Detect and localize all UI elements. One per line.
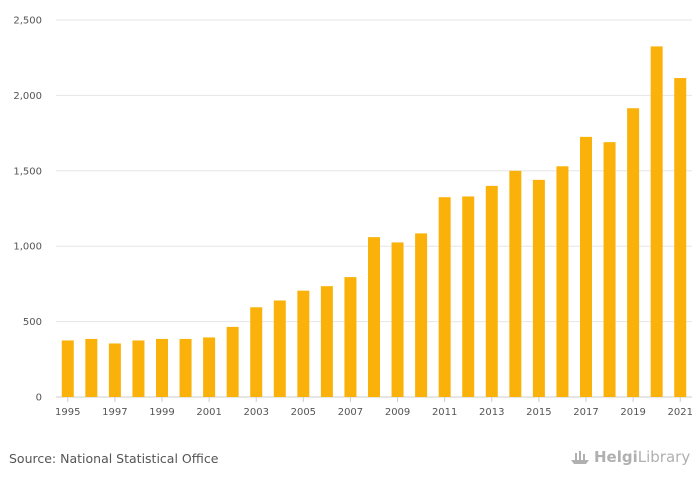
x-tick-label: 1997 bbox=[102, 407, 127, 418]
bar-2016[interactable] bbox=[556, 166, 569, 397]
source-note: Source: National Statistical Office bbox=[9, 451, 219, 466]
y-tick-label: 2,500 bbox=[13, 16, 42, 27]
bar-1996[interactable] bbox=[85, 338, 98, 397]
x-tick-label: 2005 bbox=[291, 407, 316, 418]
y-tick-label: 2,000 bbox=[13, 91, 42, 102]
x-tick-label: 2021 bbox=[667, 407, 692, 418]
bar-2013[interactable] bbox=[485, 185, 498, 397]
bar-2005[interactable] bbox=[297, 290, 310, 397]
bar-2015[interactable] bbox=[532, 179, 545, 397]
bar-2003[interactable] bbox=[250, 307, 263, 397]
bar-2020[interactable] bbox=[650, 46, 663, 397]
bars bbox=[61, 46, 687, 398]
x-tick-label: 2003 bbox=[243, 407, 268, 418]
bar-2009[interactable] bbox=[391, 242, 404, 397]
bar-2010[interactable] bbox=[415, 233, 428, 397]
bar-2008[interactable] bbox=[368, 237, 380, 397]
x-tick-label: 2019 bbox=[620, 407, 645, 418]
bar-2007[interactable] bbox=[344, 277, 357, 397]
bar-chart: 0 500 1,000 1,500 2,000 2,500 1995 1997 1999 200… bbox=[13, 16, 693, 419]
bar-1995[interactable] bbox=[61, 340, 74, 397]
x-tick-label: 2013 bbox=[479, 407, 504, 418]
logo-text-library: Library bbox=[637, 448, 691, 466]
x-tick-label: 2007 bbox=[338, 407, 363, 418]
x-axis-labels: 1995 1997 1999 2001 2003 2005 2007 2009 2011 2013… bbox=[55, 397, 693, 418]
x-tick-label: 2015 bbox=[526, 407, 551, 418]
bar-2017[interactable] bbox=[580, 136, 592, 397]
bar-2018[interactable] bbox=[603, 142, 616, 397]
bar-2021[interactable] bbox=[674, 78, 687, 398]
y-tick-label: 1,000 bbox=[13, 242, 42, 253]
logo-text-helgi: Helgi bbox=[594, 448, 638, 466]
bar-2014[interactable] bbox=[509, 170, 522, 397]
y-tick-label: 1,500 bbox=[13, 166, 42, 177]
x-tick-label: 1999 bbox=[149, 407, 174, 418]
x-tick-label: 2001 bbox=[196, 407, 221, 418]
bar-2011[interactable] bbox=[438, 197, 451, 397]
x-tick-label: 2009 bbox=[385, 407, 410, 418]
y-axis-labels: 0 500 1,000 1,500 2,000 2,500 bbox=[13, 16, 42, 404]
bar-1998[interactable] bbox=[132, 340, 145, 397]
bar-2012[interactable] bbox=[462, 196, 475, 397]
bar-2000[interactable] bbox=[179, 338, 192, 397]
y-tick-label: 0 bbox=[36, 393, 42, 404]
x-tick-label: 1995 bbox=[55, 407, 80, 418]
bar-2001[interactable] bbox=[203, 337, 216, 397]
bar-1999[interactable] bbox=[156, 338, 168, 397]
helgi-library-logo[interactable]: Helgi Library bbox=[569, 448, 690, 466]
bar-2004[interactable] bbox=[273, 300, 286, 397]
y-tick-label: 500 bbox=[23, 317, 42, 328]
x-tick-label: 2011 bbox=[432, 407, 457, 418]
bar-2006[interactable] bbox=[320, 286, 333, 397]
bar-2002[interactable] bbox=[226, 326, 239, 397]
bar-1997[interactable] bbox=[108, 343, 121, 397]
ship-icon bbox=[571, 451, 589, 464]
x-tick-label: 2017 bbox=[573, 407, 598, 418]
bar-2019[interactable] bbox=[627, 108, 640, 397]
